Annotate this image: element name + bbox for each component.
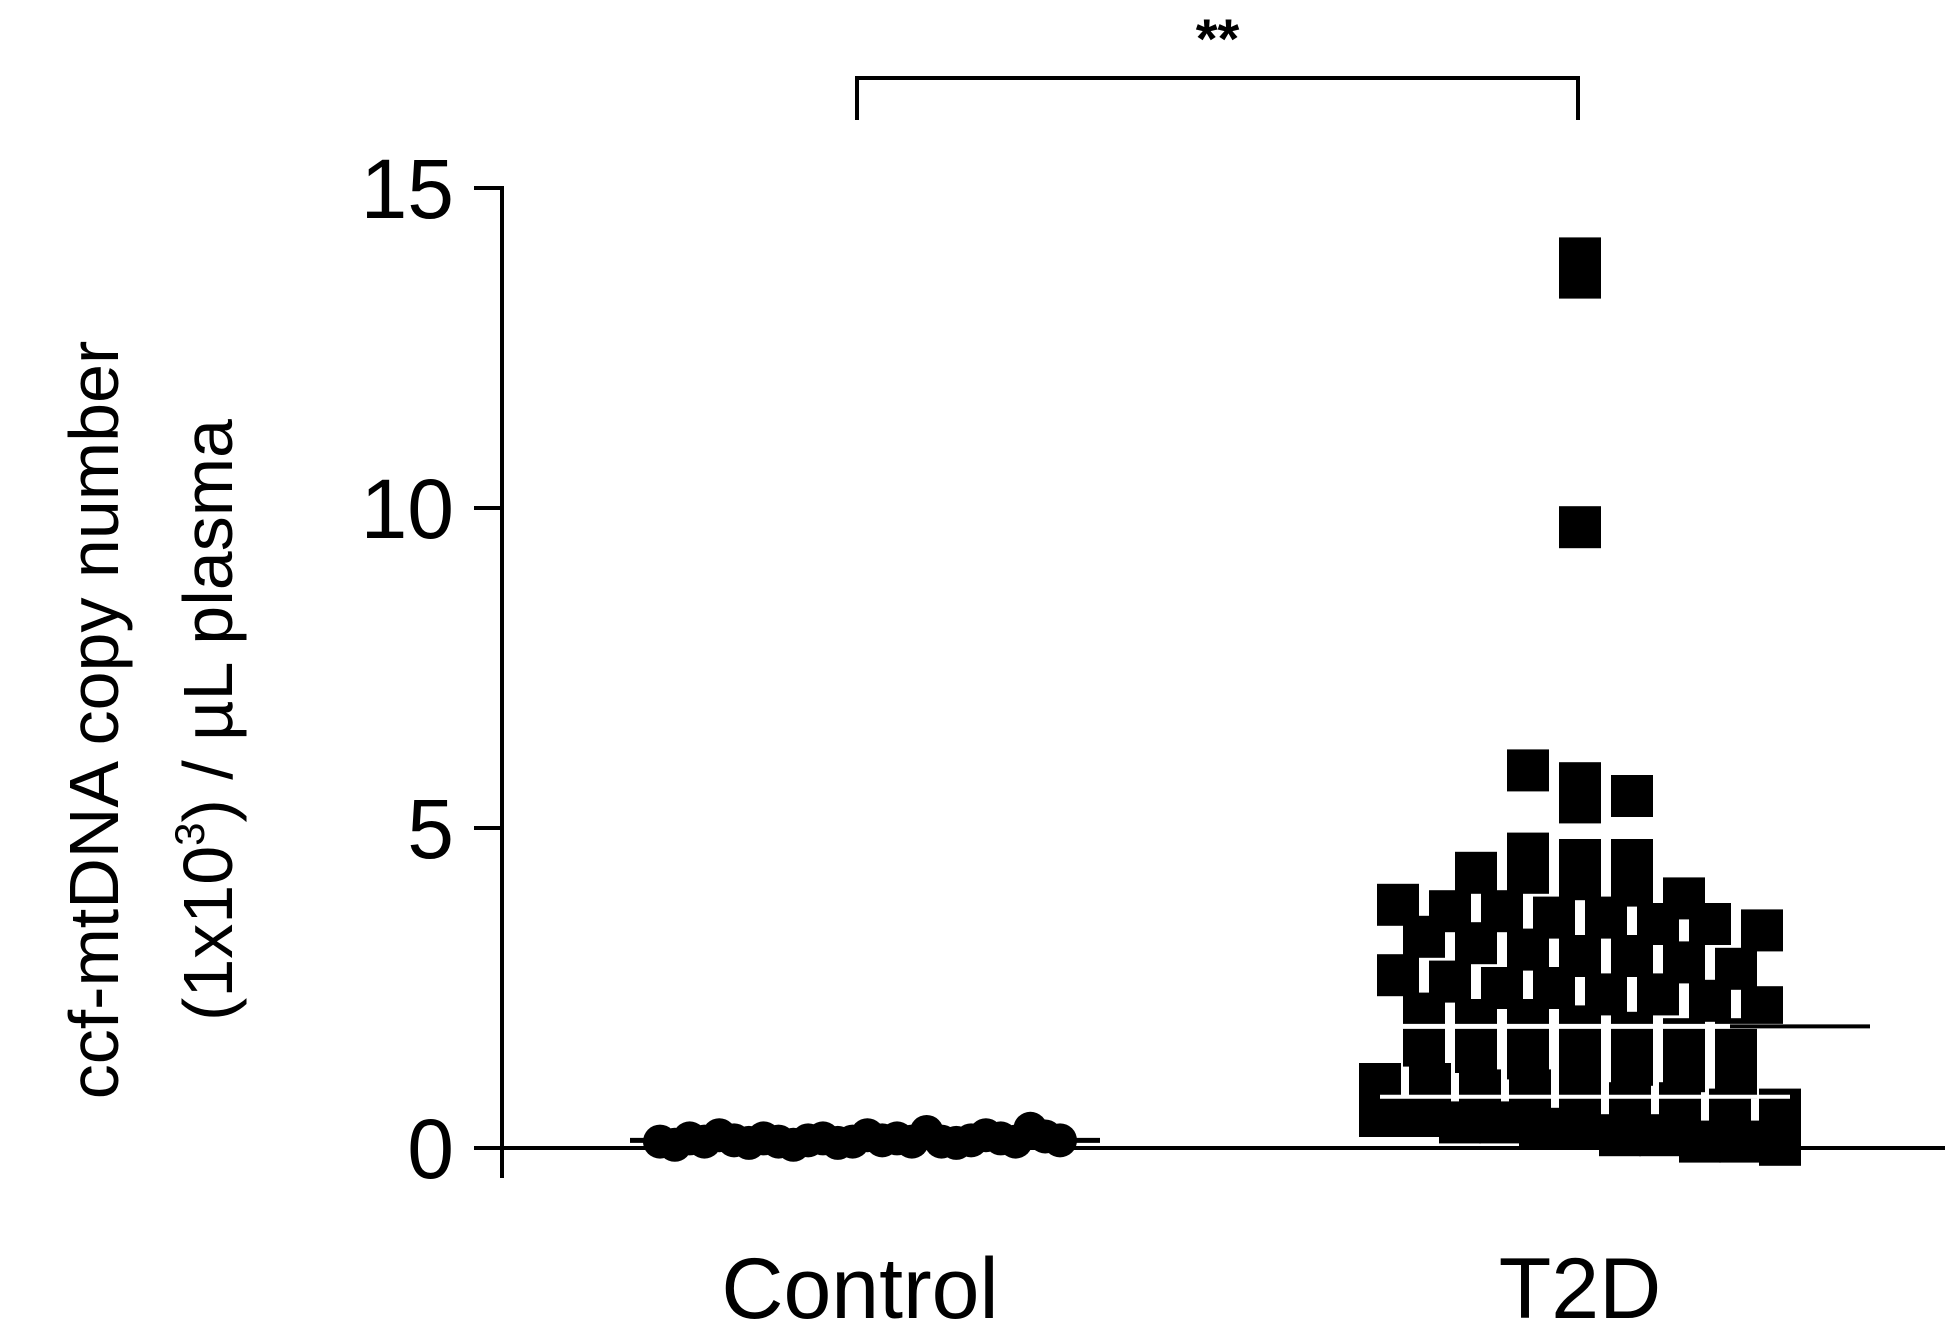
t2d-point [1481, 967, 1523, 1009]
t2d-point [1559, 839, 1601, 881]
y-axis: 0 5 10 15 [361, 142, 504, 1196]
mean-lines [630, 1023, 1870, 1143]
t2d-point [1609, 1082, 1651, 1125]
t2d-point [1741, 909, 1783, 952]
t2d-point [1611, 775, 1653, 817]
y-axis-title-prefix: (1x10 [169, 846, 247, 1021]
t2d-point [1429, 890, 1471, 933]
x-category-label: Control [721, 1241, 998, 1337]
x-category-label: T2D [1499, 1241, 1661, 1337]
t2d-point [1455, 851, 1497, 894]
t2d-point [1459, 1069, 1501, 1112]
y-axis-title-line2: (1x103) / µL plasma [166, 419, 247, 1021]
t2d-point [1559, 506, 1601, 549]
significance-bracket: ** [855, 7, 1580, 120]
t2d-point [1663, 877, 1705, 920]
t2d-point [1533, 896, 1575, 939]
y-axis-title: ccf-mtDNA copy number (1x103) / µL plasm… [55, 341, 247, 1100]
t2d-point [1559, 237, 1601, 280]
t2d-point [1715, 947, 1757, 990]
t2d-point [1741, 986, 1783, 1029]
t2d-point [1507, 749, 1549, 792]
y-tick-label: 5 [407, 782, 454, 876]
t2d-point [1559, 935, 1601, 977]
t2d-point [1759, 1123, 1801, 1166]
t2d-point [1377, 954, 1419, 997]
y-tick-label: 10 [361, 462, 454, 556]
t2d-point [1377, 883, 1419, 926]
x-axis: Control T2D [502, 1146, 1945, 1337]
t2d-point [1663, 941, 1705, 984]
t2d-point [1611, 839, 1653, 881]
y-axis-title-suffix: ) / µL plasma [169, 419, 247, 822]
y-tick-label: 0 [407, 1102, 454, 1196]
t2d-point [1507, 832, 1549, 875]
t2d-point [1715, 1056, 1757, 1099]
t2d-point [1481, 890, 1523, 933]
t2d-point [1585, 973, 1627, 1016]
significance-bracket-line [855, 76, 1580, 120]
t2d-point [1559, 762, 1601, 805]
significance-label: ** [1196, 7, 1240, 70]
t2d-point [1559, 1043, 1601, 1086]
t2d-point [1519, 1107, 1561, 1150]
t2d-point [1507, 1037, 1549, 1080]
t2d-point [1611, 1011, 1653, 1054]
y-axis-title-line1: ccf-mtDNA copy number [55, 341, 133, 1100]
y-axis-title-superscript: 3 [166, 822, 213, 845]
t2d-point [1429, 960, 1471, 1003]
y-tick-label: 15 [361, 142, 454, 236]
